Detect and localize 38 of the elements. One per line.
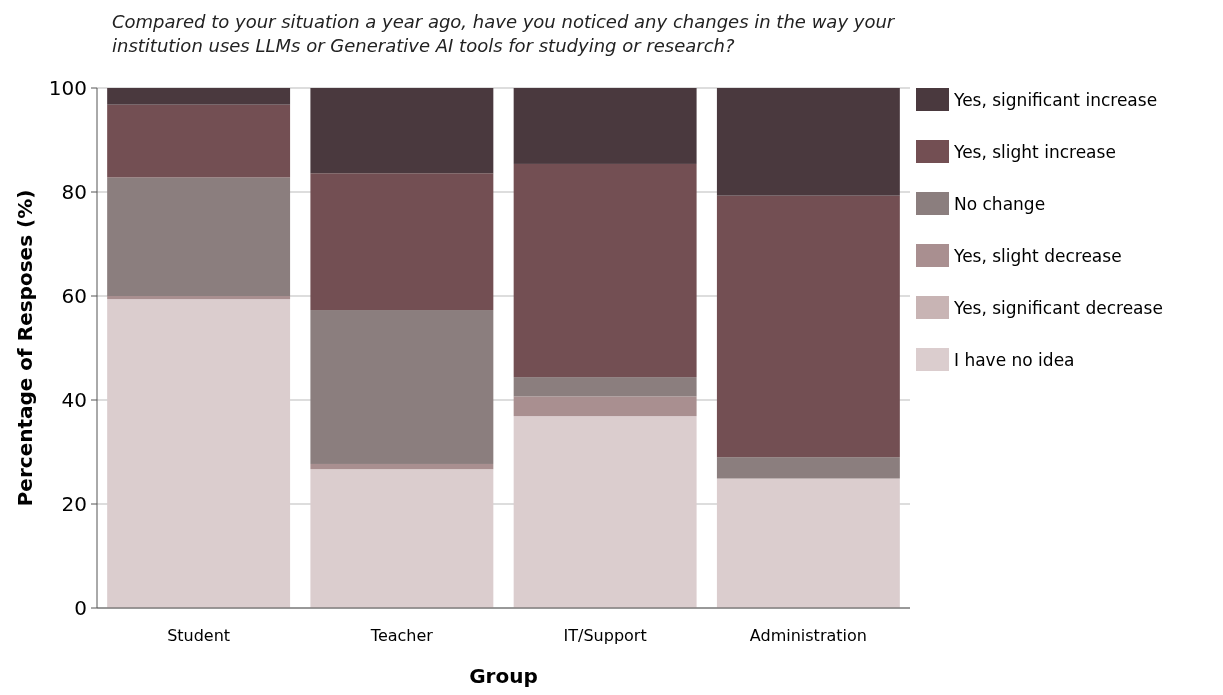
bar xyxy=(716,88,900,196)
bar xyxy=(513,377,697,397)
bar xyxy=(310,463,494,470)
bar xyxy=(513,416,697,608)
bar xyxy=(716,457,900,479)
bar xyxy=(310,173,494,311)
legend-label: Yes, slight decrease xyxy=(953,245,1122,266)
y-tick-label: 100 xyxy=(48,76,87,100)
legend-label: No change xyxy=(954,193,1046,214)
bar xyxy=(716,195,900,458)
legend-label: Yes, significant increase xyxy=(953,89,1158,110)
y-tick-label: 60 xyxy=(61,284,87,308)
bar xyxy=(310,469,494,608)
bar xyxy=(107,296,291,300)
bar xyxy=(107,177,291,296)
y-tick-label: 40 xyxy=(61,388,87,412)
bar xyxy=(513,88,697,164)
y-tick-label: 80 xyxy=(61,180,87,204)
y-axis-title: Percentage of Resposes (%) xyxy=(13,189,37,507)
bar xyxy=(107,104,291,178)
legend-label: Yes, significant decrease xyxy=(953,297,1163,318)
bar xyxy=(107,88,291,105)
bar xyxy=(513,396,697,417)
bar xyxy=(513,163,697,378)
x-tick-label: IT/Support xyxy=(563,626,647,645)
x-tick-label: Administration xyxy=(749,626,867,645)
bar xyxy=(107,299,291,608)
bar xyxy=(310,310,494,464)
x-tick-label: Student xyxy=(167,626,231,645)
legend-label: Yes, slight increase xyxy=(953,141,1116,162)
y-tick-label: 20 xyxy=(61,492,87,516)
bar xyxy=(310,88,494,174)
x-axis-title: Group xyxy=(469,664,538,688)
y-tick-label: 0 xyxy=(74,596,87,620)
bar xyxy=(716,478,900,608)
legend-label: I have no idea xyxy=(954,349,1075,370)
chart-title: Compared to your situation a year ago, have you noticed any changes in the way your institution uses LLMs or Generative AI tools for studying or research? xyxy=(112,11,896,56)
x-tick-label: Teacher xyxy=(369,626,434,645)
